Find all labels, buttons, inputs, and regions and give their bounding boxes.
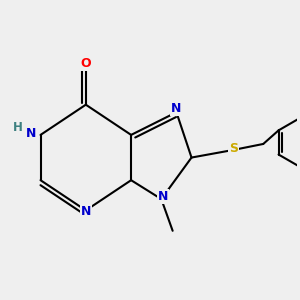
Text: N: N	[81, 206, 91, 218]
Text: N: N	[26, 127, 37, 140]
Text: N: N	[158, 190, 168, 202]
Text: H: H	[13, 121, 23, 134]
Text: S: S	[229, 142, 238, 155]
Text: N: N	[171, 102, 182, 115]
Text: O: O	[80, 57, 91, 70]
